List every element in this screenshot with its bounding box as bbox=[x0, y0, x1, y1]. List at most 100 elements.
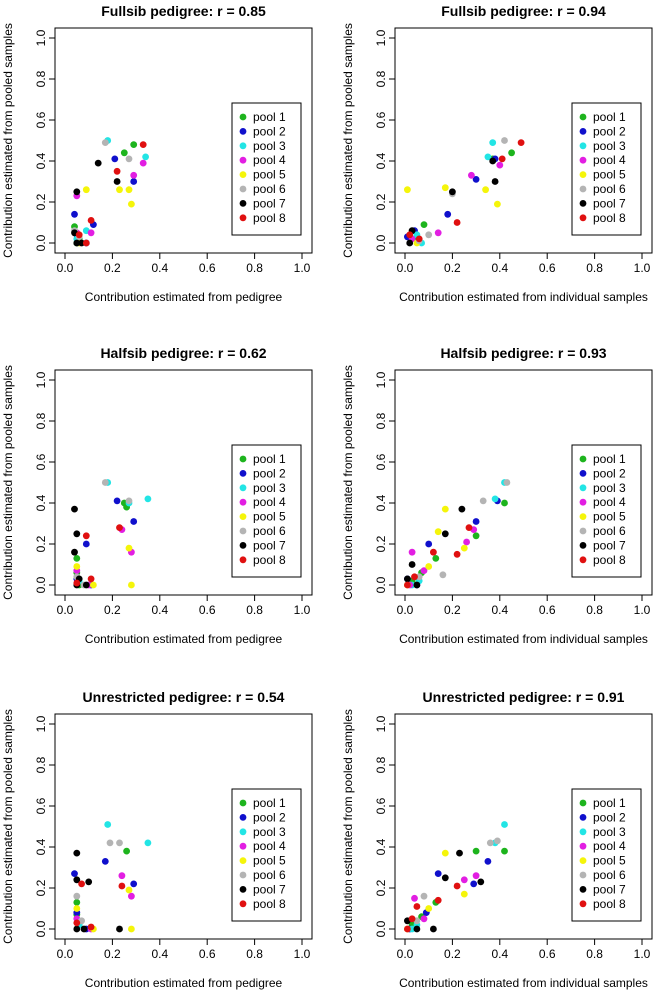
legend-label: pool 1 bbox=[253, 452, 286, 466]
legend-label: pool 3 bbox=[593, 139, 626, 153]
legend-label: pool 2 bbox=[253, 124, 286, 138]
legend-marker bbox=[579, 828, 587, 836]
legend-marker bbox=[579, 200, 587, 207]
y-tick-label: 0.2 bbox=[34, 535, 48, 552]
data-point bbox=[413, 903, 421, 910]
legend-label: pool 6 bbox=[593, 182, 626, 196]
data-point bbox=[73, 530, 81, 538]
x-tick-label: 0.2 bbox=[444, 603, 461, 617]
data-point bbox=[479, 497, 487, 505]
data-point bbox=[73, 239, 81, 247]
y-tick-label: 0.0 bbox=[374, 234, 388, 251]
data-point bbox=[127, 581, 135, 589]
x-tick-label: 1.0 bbox=[634, 261, 651, 275]
legend-label: pool 5 bbox=[253, 510, 286, 524]
legend-marker bbox=[239, 171, 247, 179]
y-tick-label: 0.2 bbox=[374, 879, 388, 896]
data-point bbox=[463, 538, 470, 546]
data-point bbox=[73, 925, 81, 933]
legend-label: pool 7 bbox=[253, 882, 286, 896]
data-point bbox=[130, 171, 138, 179]
data-point bbox=[458, 505, 466, 513]
legend-label: pool 8 bbox=[593, 897, 626, 911]
legend-label: pool 8 bbox=[593, 211, 626, 225]
legend-marker bbox=[239, 886, 247, 893]
data-point bbox=[87, 217, 95, 224]
data-point bbox=[118, 872, 126, 880]
data-point bbox=[82, 581, 90, 589]
plot-frame bbox=[54, 369, 313, 596]
legend-label: pool 7 bbox=[253, 196, 286, 210]
data-point bbox=[101, 139, 109, 147]
data-point bbox=[78, 239, 85, 247]
x-tick-label: 1.0 bbox=[294, 947, 311, 961]
y-tick-label: 0.0 bbox=[34, 576, 48, 593]
x-tick-label: 1.0 bbox=[294, 603, 311, 617]
data-point bbox=[441, 530, 449, 538]
x-tick-label: 0.2 bbox=[104, 261, 121, 275]
data-point bbox=[104, 821, 112, 828]
chart-title: Halfsib pedigree: r = 0.62 bbox=[100, 345, 266, 361]
legend-marker bbox=[579, 156, 587, 164]
legend-marker bbox=[239, 542, 247, 549]
legend-label: pool 5 bbox=[593, 510, 626, 524]
x-axis-label: Contribution estimated from individual s… bbox=[399, 976, 648, 990]
legend-label: pool 8 bbox=[593, 553, 626, 567]
data-point bbox=[434, 229, 442, 237]
data-point bbox=[441, 184, 449, 192]
x-tick-label: 0.4 bbox=[491, 261, 508, 275]
x-tick-label: 0.2 bbox=[104, 603, 121, 617]
legend-marker bbox=[579, 886, 587, 893]
legend-marker bbox=[579, 542, 587, 549]
x-tick-label: 1.0 bbox=[634, 603, 651, 617]
legend-label: pool 5 bbox=[593, 168, 626, 182]
y-tick-label: 0.2 bbox=[34, 879, 48, 896]
legend-marker bbox=[579, 513, 587, 520]
x-tick-label: 0.8 bbox=[586, 947, 603, 961]
chart-title: Halfsib pedigree: r = 0.93 bbox=[440, 345, 606, 361]
legend-label: pool 5 bbox=[253, 854, 286, 868]
x-tick-label: 0.4 bbox=[491, 947, 508, 961]
x-tick-label: 0.2 bbox=[444, 947, 461, 961]
data-point bbox=[472, 518, 480, 525]
y-tick-label: 0.6 bbox=[34, 453, 48, 470]
legend-marker bbox=[579, 527, 587, 535]
legend-marker bbox=[579, 470, 587, 477]
legend-label: pool 7 bbox=[593, 538, 626, 552]
panel-3: Halfsib pedigree: r = 0.62 0.0 0.2 0.4 0.6 0.… bbox=[1, 345, 313, 646]
data-point bbox=[73, 905, 81, 912]
data-point bbox=[434, 870, 442, 877]
x-axis-label: Contribution estimated from pedigree bbox=[85, 976, 283, 990]
data-point bbox=[87, 575, 95, 583]
y-tick-label: 0.4 bbox=[34, 494, 48, 511]
legend-label: pool 1 bbox=[593, 110, 626, 124]
x-tick-label: 0.4 bbox=[151, 261, 168, 275]
x-tick-label: 0.4 bbox=[151, 603, 168, 617]
y-tick-label: 0.4 bbox=[374, 152, 388, 169]
data-point bbox=[125, 186, 133, 194]
data-point bbox=[78, 880, 85, 888]
legend-label: pool 6 bbox=[593, 868, 626, 882]
legend-marker bbox=[579, 185, 587, 193]
x-tick-label: 0.0 bbox=[397, 947, 414, 961]
data-point bbox=[468, 171, 475, 179]
panel-2: Fullsib pedigree: r = 0.94 0.0 0.2 0.4 0.6 0.… bbox=[341, 3, 653, 304]
y-axis-label: Contribution estimated from pooled sampl… bbox=[1, 709, 15, 944]
x-tick-label: 0.4 bbox=[491, 603, 508, 617]
data-point bbox=[404, 925, 411, 933]
data-point bbox=[408, 925, 416, 933]
y-tick-label: 0.6 bbox=[374, 797, 388, 814]
panel-5: Unrestricted pedigree: r = 0.54 0.0 0.2 0.4… bbox=[1, 689, 313, 990]
legend-box bbox=[231, 788, 302, 922]
data-point bbox=[127, 925, 135, 933]
legend-marker bbox=[239, 871, 247, 879]
x-tick-label: 0.0 bbox=[57, 603, 74, 617]
y-axis-label: Contribution estimated from pooled sampl… bbox=[341, 23, 355, 258]
data-point bbox=[432, 555, 440, 562]
y-tick-label: 0.6 bbox=[34, 111, 48, 128]
data-point bbox=[94, 159, 102, 167]
data-point bbox=[125, 497, 133, 505]
data-point bbox=[441, 874, 449, 882]
legend-label: pool 1 bbox=[253, 796, 286, 810]
